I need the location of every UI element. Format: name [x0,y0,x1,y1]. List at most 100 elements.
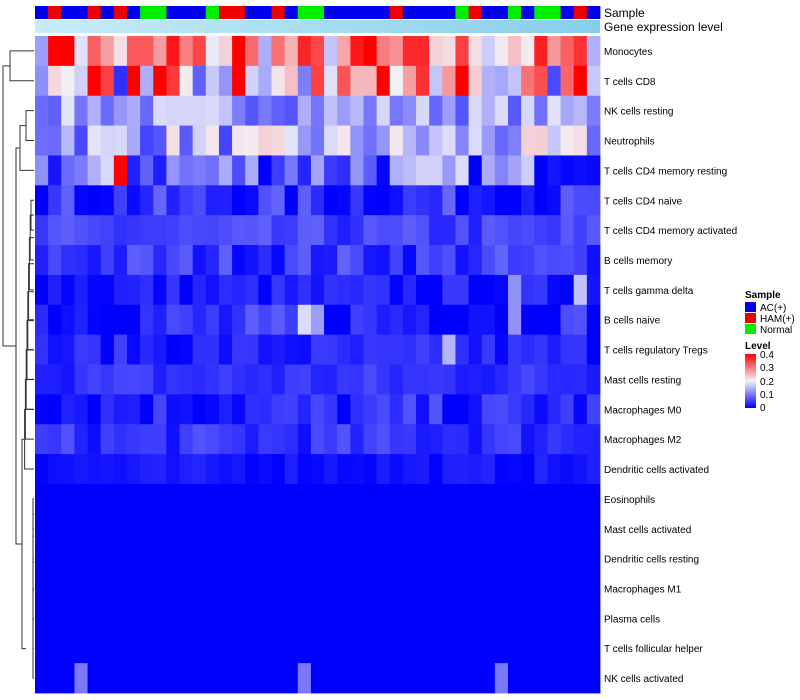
heatmap-cell [218,274,233,306]
sample-annotation-cell [481,6,496,19]
heatmap-cell [324,245,338,276]
heatmap-cell [429,573,443,604]
heatmap-cell [324,633,338,664]
heatmap-cell [586,125,601,156]
heatmap-cell [61,394,75,425]
heatmap-cell [245,454,259,485]
heatmap-cell [560,424,575,455]
heatmap-cell [245,304,259,336]
heatmap-cell [258,185,272,216]
heatmap-cell [271,95,286,126]
legend-level-tick-02: 0.2 [760,377,774,388]
heatmap-cell [126,95,141,126]
heatmap-cell [547,334,561,365]
heatmap-cell [100,633,115,664]
heatmap-cell [74,125,88,156]
heatmap-cell [442,304,456,336]
heatmap-cell [35,274,49,306]
heatmap-cell [153,155,167,186]
heatmap-cell [416,513,430,545]
heatmap-cell [205,483,220,515]
heatmap-cell [573,155,588,186]
heatmap-cell [100,95,115,126]
heatmap-cell [521,454,535,485]
heatmap-cell [205,155,220,186]
heatmap-cell [218,125,233,156]
heatmap-cell [416,633,430,664]
heatmap-cell [61,454,75,485]
heatmap-cell [494,185,509,216]
heatmap-cell [508,65,522,97]
heatmap-cell [87,245,102,276]
heatmap-cell [271,483,286,515]
heatmap-cell [218,483,233,515]
row-label: B cells naive [604,316,661,327]
sample-annotation-cell [74,6,88,19]
heatmap-cell [100,603,115,634]
heatmap-cell [547,274,561,306]
heatmap-cell [442,245,456,276]
heatmap-cells [35,36,601,694]
heatmap-cell [416,215,430,246]
heatmap-cell [205,125,220,156]
heatmap-cell [126,185,141,216]
heatmap-cell [521,334,535,365]
heatmap-cell [140,65,154,97]
sample-annotation-cell [297,6,312,19]
heatmap-cell [310,364,325,395]
heatmap-cell [192,155,207,186]
heatmap-cell [310,603,325,634]
heatmap-cell [494,573,509,604]
row-label: Mast cells resting [604,375,681,386]
heatmap-cell [350,274,364,306]
heatmap-cell [153,95,167,126]
heatmap-cell [455,185,470,216]
heatmap-cell [74,304,88,336]
heatmap-cell [179,573,194,604]
heatmap-cell [389,573,404,604]
heatmap-cell [140,304,154,336]
dendrogram-branch [2,65,16,347]
heatmap-cell [350,155,364,186]
heatmap-cell [258,663,272,694]
heatmap-cell [363,603,378,634]
heatmap-cell [481,274,496,306]
heatmap-cell [100,454,115,485]
heatmap-cell [389,543,404,574]
heatmap-cell [140,36,154,67]
heatmap-cell [442,185,456,216]
heatmap-cell [126,125,141,156]
heatmap-cell [402,155,417,186]
heatmap-cell [363,185,378,216]
heatmap-cell [179,663,194,694]
heatmap-cell [508,155,522,186]
heatmap-cell [363,65,378,97]
heatmap-cell [324,364,338,395]
heatmap-cell [521,245,535,276]
heatmap-cell [153,454,167,485]
heatmap-cell [87,125,102,156]
heatmap-cell [284,125,299,156]
heatmap-cell [521,155,535,186]
heatmap-cell [586,155,601,186]
heatmap-cell [192,185,207,216]
sample-annotation-cell [48,6,62,19]
heatmap-cell [218,185,233,216]
row-label: Dendritic cells activated [604,465,709,476]
heatmap-cell [61,215,75,246]
heatmap-cell [48,36,62,67]
heatmap-cell [481,454,496,485]
legend: Sample AC(+) HAM(+) Normal Level 0.4 0.3… [745,290,795,414]
heatmap-cell [494,65,509,97]
heatmap-cell [297,274,312,306]
heatmap-cell [481,304,496,336]
dendrogram-branch [9,50,34,82]
dendrogram-branch [21,438,26,650]
heatmap-cell [61,125,75,156]
heatmap-cell [586,573,601,604]
heatmap-cell [455,155,470,186]
heatmap-cell [48,573,62,604]
heatmap-cell [455,65,470,97]
heatmap-cell [586,95,601,126]
heatmap-cell [376,364,391,395]
